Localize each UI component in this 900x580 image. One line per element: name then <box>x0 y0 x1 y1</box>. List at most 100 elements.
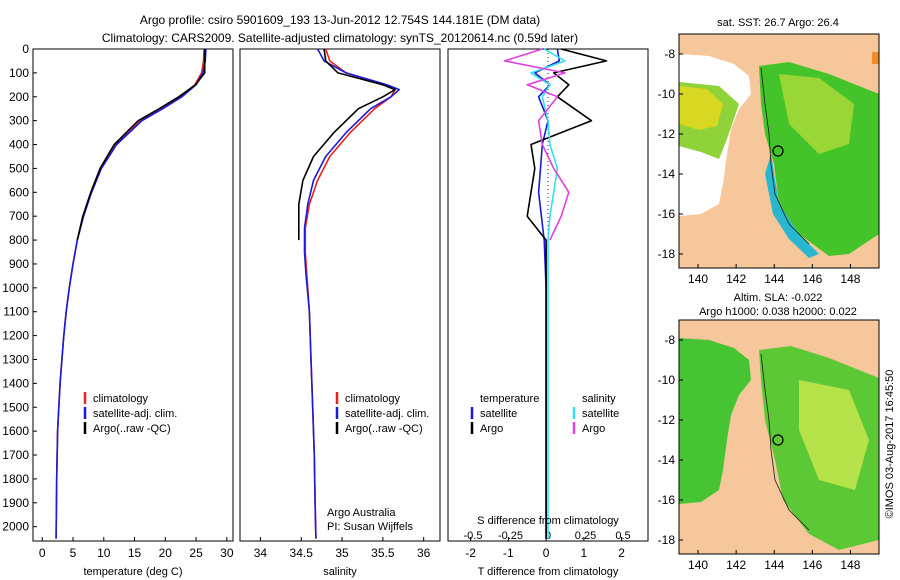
sst-warm-patch-west <box>679 86 723 130</box>
temperature-series <box>55 48 207 539</box>
lat-tick-label: -8 <box>664 47 675 61</box>
sst-map-area <box>679 34 879 268</box>
temperature-axis-ticks: 0 5 10 15 20 25 30 <box>39 537 234 560</box>
difference-panel: -2 -1 0 1 2 -0.5 -0.25 0 0.25 0.5 T difference f… <box>447 48 649 578</box>
annotation-pi-name: PI: Susan Wijffels <box>327 521 413 533</box>
sst-map-frame <box>678 33 880 269</box>
figure-title-line2: Climatology: CARS2009. Satellite-adjuste… <box>102 31 578 45</box>
x-tick-label: 36 <box>417 546 431 560</box>
salinity-xlabel: salinity <box>323 566 357 578</box>
y-tick-label: 1200 <box>2 329 29 343</box>
lat-tick-label: -16 <box>658 493 676 507</box>
series-line-argo-raw-qc <box>298 48 396 241</box>
series-line-salinity-satellite <box>530 48 566 539</box>
lon-tick-label: 144 <box>764 272 784 286</box>
legend-label-satellite: satellite-adj. clim. <box>345 408 429 420</box>
y-tick-label: 1400 <box>2 376 29 390</box>
sla-map-lon-ticks: 140 142 144 146 148 <box>688 550 861 572</box>
lon-tick-label: 146 <box>802 272 822 286</box>
argo-float-marker <box>772 145 784 157</box>
annotation-argo-australia: Argo Australia <box>327 507 396 519</box>
series-line-temperature-argo <box>526 48 608 539</box>
x-tick-label: 25 <box>189 546 203 560</box>
lon-tick-label: 146 <box>802 558 822 572</box>
x-tick-label: 20 <box>159 546 173 560</box>
legend-label-argo: Argo(..raw -QC) <box>93 423 171 435</box>
y-tick-label: 1800 <box>2 472 29 486</box>
lat-tick-label: -12 <box>658 127 676 141</box>
s-diff-tick-label: 0.5 <box>615 530 630 542</box>
salinity-panel: 34 34.5 35 35.5 36 salinity climatology sate… <box>239 48 441 578</box>
s-diff-tick-label: -0.25 <box>498 530 523 542</box>
t-difference-xlabel: T difference from climatology <box>478 566 619 578</box>
sla-field-gulf <box>679 338 751 504</box>
imos-credit: ©IMOS 03-Aug-2017 16:45:50 <box>884 370 896 519</box>
lon-tick-label: 142 <box>726 272 746 286</box>
sst-map-lon-ticks: 140 142 144 146 148 <box>688 264 861 286</box>
salinity-series <box>298 48 400 539</box>
lat-tick-label: -10 <box>658 373 676 387</box>
sla-map-lat-ticks: -8 -10 -12 -14 -16 -18 <box>658 333 683 547</box>
y-tick-label: 100 <box>9 66 29 80</box>
s-difference-xlabel: S difference from climatology <box>477 515 619 527</box>
x-tick-label: -1 <box>503 546 514 560</box>
lat-tick-label: -16 <box>658 207 676 221</box>
y-tick-label: 500 <box>9 161 29 175</box>
lon-tick-label: 142 <box>726 558 746 572</box>
s-diff-tick-label: -0.5 <box>464 530 483 542</box>
y-tick-label: 1000 <box>2 281 29 295</box>
argo-float-marker <box>772 434 784 446</box>
y-tick-label: 200 <box>9 90 29 104</box>
lon-tick-label: 140 <box>688 272 708 286</box>
legend-label-s-argo: Argo <box>582 423 605 435</box>
lat-tick-label: -18 <box>658 533 676 547</box>
lon-tick-label: 140 <box>688 558 708 572</box>
y-tick-label: 1900 <box>2 496 29 510</box>
sla-map-title: Altim. SLA: -0.022 <box>734 292 823 304</box>
reef-contour <box>760 353 810 531</box>
sla-high-region <box>799 380 869 490</box>
sst-map-lat-ticks: -8 -10 -12 -14 -16 -18 <box>658 47 683 261</box>
series-line-climatology <box>55 48 205 539</box>
sla-map-subtitle: Argo h1000: 0.038 h2000: 0.022 <box>699 306 857 318</box>
sla-map-area <box>679 320 879 554</box>
x-tick-label: 5 <box>70 546 77 560</box>
y-tick-label: 300 <box>9 114 29 128</box>
series-line-climatology <box>304 48 396 539</box>
s-difference-axis-ticks: -0.5 -0.25 0 0.25 0.5 <box>464 530 631 542</box>
s-diff-tick-label: 0.25 <box>575 530 596 542</box>
t-difference-axis-ticks: -2 -1 0 1 2 <box>465 537 625 560</box>
temperature-panel: 0100200300400500600700800900100011001200… <box>2 42 234 578</box>
sst-cool-coastal-strip <box>765 154 819 258</box>
sst-hot-patch <box>872 52 879 64</box>
series-line-satellite-adj-clim <box>303 48 400 539</box>
x-tick-label: 2 <box>618 546 625 560</box>
y-tick-label: 1100 <box>3 305 29 319</box>
difference-legend: temperature satellite Argo salinity sate… <box>470 393 619 435</box>
x-tick-label: 35.5 <box>371 546 395 560</box>
legend-label-t-satellite: satellite <box>480 408 517 420</box>
difference-series <box>503 48 608 539</box>
lat-tick-label: -10 <box>658 87 676 101</box>
lat-tick-label: -8 <box>664 333 675 347</box>
x-tick-label: -2 <box>465 546 476 560</box>
x-tick-label: 35 <box>335 546 349 560</box>
sst-map-panel: sat. SST: 26.7 Argo: 26.4 140 142 144 146 14… <box>658 17 880 286</box>
lon-tick-label: 148 <box>840 272 860 286</box>
lat-tick-label: -14 <box>658 453 676 467</box>
figure-title-line1: Argo profile: csiro 5901609_193 13-Jun-2… <box>140 13 540 27</box>
sla-map-frame <box>678 319 880 555</box>
y-tick-label: 1600 <box>2 424 29 438</box>
salinity-legend: climatology satellite-adj. clim. Argo(..… <box>335 392 429 435</box>
x-tick-label: 34.5 <box>290 546 314 560</box>
sla-map-panel: Altim. SLA: -0.022 Argo h1000: 0.038 h20… <box>658 292 880 572</box>
x-tick-label: 10 <box>97 546 111 560</box>
depth-axis-ticks: 0 100 200 300 400 500 600 700 800 900 1000 1100 1200… <box>2 42 37 534</box>
salinity-axis-ticks: 34 34.5 35 35.5 36 <box>254 537 431 560</box>
series-line-argo-raw-qc <box>76 49 206 241</box>
x-tick-label: 30 <box>220 546 234 560</box>
temperature-plot-frame <box>32 48 234 542</box>
legend-label-satellite: satellite-adj. clim. <box>93 408 177 420</box>
y-tick-label: 600 <box>9 185 29 199</box>
